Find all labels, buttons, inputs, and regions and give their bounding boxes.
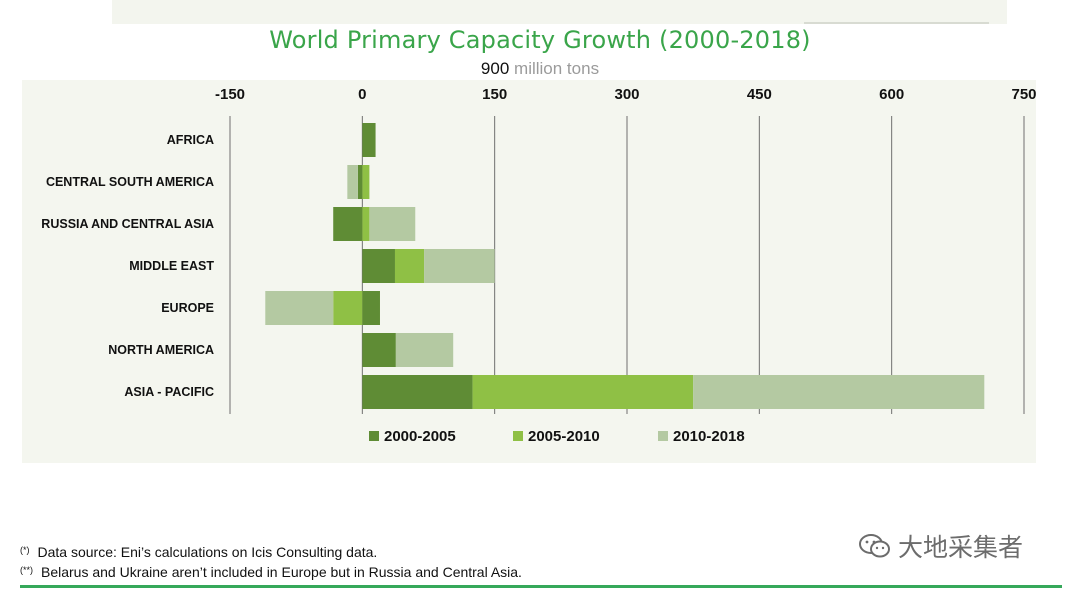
category-label-5: NORTH AMERICA: [108, 343, 214, 357]
bar-2-0: [333, 207, 363, 241]
bar-6-0: [362, 375, 473, 409]
category-label-0: AFRICA: [167, 133, 214, 147]
legend-label-2: 2010-2018: [673, 428, 745, 445]
legend-swatch-1: [513, 431, 523, 441]
category-label-4: EUROPE: [161, 301, 214, 315]
bar-2-2: [369, 207, 416, 241]
subtitle-value: 900: [480, 59, 510, 78]
category-label-3: MIDDLE EAST: [129, 259, 214, 273]
bar-4-2: [265, 291, 334, 325]
bar-4-1: [333, 291, 363, 325]
bar-1-1: [362, 165, 370, 199]
category-label-6: ASIA - PACIFIC: [124, 385, 214, 399]
x-tick-label-6: 750: [1011, 86, 1036, 103]
bar-5-2: [395, 333, 454, 367]
capacity-growth-chart: -150 0 150 300 450 600 750 AFRICA CENTRAL SOUTH …: [41, 86, 1036, 445]
chart-title: World Primary Capacity Growth (2000-2018…: [269, 26, 811, 54]
footnote-1-text: Data source: Eni’s calculations on Icis …: [37, 544, 378, 560]
bar-6-2: [693, 375, 985, 409]
footnote-2: (**) Belarus and Ukraine aren’t included …: [20, 562, 522, 582]
bar-5-0: [362, 333, 396, 367]
subtitle-unit: million tons: [514, 59, 600, 78]
previous-slide-strip: [112, 0, 1007, 24]
strip-edge: [804, 22, 989, 24]
legend-label-1: 2005-2010: [528, 428, 600, 445]
bar-4-0: [362, 291, 380, 325]
bar-2-1: [362, 207, 370, 241]
footnote-1: (*) Data source: Eni’s calculations on Ic…: [20, 542, 522, 562]
x-tick-label-4: 450: [747, 86, 772, 103]
category-label-2: RUSSIA AND CENTRAL ASIA: [41, 217, 214, 231]
x-tick-label-1: 0: [358, 86, 366, 103]
bar-0-0: [362, 123, 376, 157]
bar-1-0: [357, 165, 363, 199]
x-tick-label-2: 150: [482, 86, 507, 103]
bar-6-1: [472, 375, 694, 409]
legend-swatch-2: [658, 431, 668, 441]
watermark-text: 大地采集者: [898, 533, 1024, 562]
bar-3-0: [362, 249, 395, 283]
wechat-icon: [859, 534, 890, 558]
legend-swatch-0: [369, 431, 379, 441]
bar-3-1: [394, 249, 425, 283]
bar-1-2: [347, 165, 358, 199]
legend-label-0: 2000-2005: [384, 428, 456, 445]
footnotes: (*) Data source: Eni’s calculations on Ic…: [20, 542, 522, 582]
chart-subtitle: 900 million tons: [0, 59, 1080, 79]
footnote-2-marker: (**): [20, 565, 33, 575]
x-tick-label-5: 600: [879, 86, 904, 103]
watermark: 大地采集者: [858, 528, 1023, 564]
x-tick-label-0: -150: [215, 86, 245, 103]
x-tick-label-3: 300: [614, 86, 639, 103]
footnote-2-text: Belarus and Ukraine aren’t included in E…: [41, 564, 522, 580]
category-label-1: CENTRAL SOUTH AMERICA: [46, 175, 214, 189]
bar-3-2: [424, 249, 495, 283]
footnote-1-marker: (*): [20, 545, 30, 555]
bottom-accent-line: [20, 585, 1062, 588]
